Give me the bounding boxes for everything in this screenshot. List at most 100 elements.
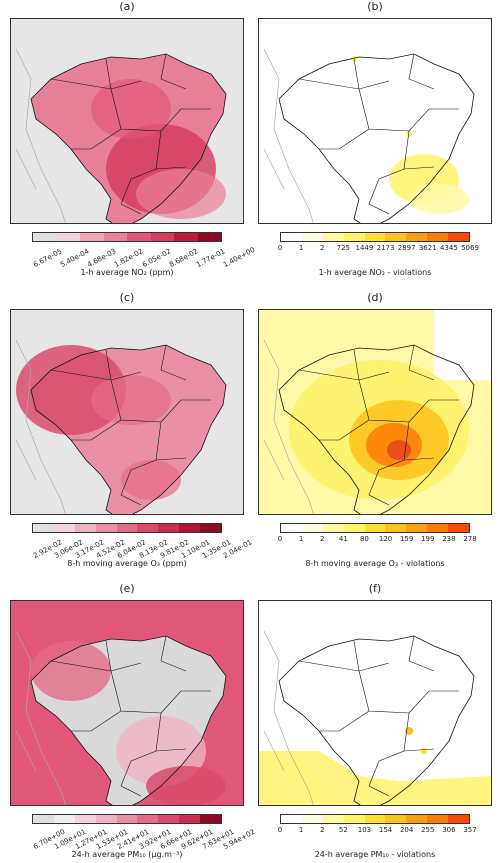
panel-b: (b) 0 1 2 725 1449 2173 2897 3621 4345 5069 1-h a… xyxy=(258,0,492,288)
colorbar-swatch xyxy=(448,524,470,532)
colorbar-swatch xyxy=(343,233,365,241)
colorbar-tick-label: 725 xyxy=(336,244,351,252)
colorbar-swatch xyxy=(158,815,180,823)
colorbar-tick-label: 2 xyxy=(319,535,325,543)
colorbar-tick-label: 3621 xyxy=(418,244,437,252)
colorbar-swatch xyxy=(301,233,323,241)
colorbar-swatch xyxy=(137,815,159,823)
colorbar-swatch xyxy=(33,524,54,532)
colorbar-ticks: 0 1 2 52 103 154 204 255 306 357 xyxy=(277,826,477,850)
colorbar-swatch xyxy=(385,815,407,823)
colorbar-tick-label: 120 xyxy=(378,535,393,543)
colorbar-tick-label: 2173 xyxy=(376,244,395,252)
colorbar-caption: 8-h moving average O₃ (ppm) xyxy=(67,559,187,568)
colorbar-swatch xyxy=(80,233,104,241)
colorbar xyxy=(280,814,470,824)
map-no2-average xyxy=(10,18,244,224)
colorbar-swatch xyxy=(406,815,428,823)
colorbar xyxy=(32,232,222,242)
colorbar-swatch xyxy=(364,233,386,241)
colorbar-tick-label: 1.82e-02 xyxy=(113,247,145,270)
panel-label: (e) xyxy=(119,582,135,595)
colorbar-tick-label: 1.77e-01 xyxy=(194,247,227,270)
colorbar-tick-label: 306 xyxy=(442,826,456,834)
colorbar-caption: 8-h moving average O₃ - violations xyxy=(305,559,445,568)
colorbar-tick-label: 8.68e-02 xyxy=(167,247,200,270)
colorbar-swatch xyxy=(385,524,407,532)
colorbar-tick-label: 1 xyxy=(298,535,304,543)
panel-label: (c) xyxy=(119,291,135,304)
colorbar-tick-label: 1 xyxy=(298,826,304,834)
colorbar-swatch xyxy=(137,524,159,532)
colorbar-tick-label: 0 xyxy=(277,826,283,834)
colorbar xyxy=(32,523,222,533)
colorbar-swatch xyxy=(427,524,449,532)
colorbar-ticks: 6.70e+00 1.09e+01 1.27e+01 1.53e+01 2.41e+01… xyxy=(32,826,256,851)
colorbar-swatch xyxy=(74,524,96,532)
colorbar-tick-label: 1 xyxy=(298,244,304,252)
colorbar xyxy=(280,232,470,242)
colorbar-tick-label: 1.40e+00 xyxy=(222,245,257,270)
colorbar-tick-label: 154 xyxy=(378,826,393,834)
colorbar-ticks: 2.92e-02 3.06e-02 3.17e-02 4.52e-02 6.04e-02… xyxy=(32,535,253,560)
colorbar-caption: 1-h average NO₂ (ppm) xyxy=(80,268,174,277)
panel-label: (d) xyxy=(367,291,383,304)
map-pm10-average xyxy=(10,600,244,806)
colorbar-tick-label: 2 xyxy=(319,244,325,252)
panel-f: (f) 0 1 2 52 103 154 204 255 306 357 24-h average… xyxy=(258,582,492,863)
colorbar-tick-label: 2897 xyxy=(397,244,416,252)
colorbar-swatch xyxy=(33,233,57,241)
colorbar-caption: 24-h average PM₁₀ - violations xyxy=(314,850,436,859)
colorbar-swatch xyxy=(364,524,386,532)
colorbar-swatch xyxy=(53,524,75,532)
colorbar-tick-label: 5069 xyxy=(461,244,479,252)
map-pm10-violations xyxy=(258,600,492,806)
colorbar-tick-label: 80 xyxy=(359,535,369,543)
colorbar-swatch xyxy=(322,233,344,241)
colorbar-swatch xyxy=(427,233,449,241)
colorbar-swatch xyxy=(197,233,221,241)
colorbar-swatch xyxy=(301,815,323,823)
colorbar-tick-label: 199 xyxy=(421,535,435,543)
colorbar-tick-label: 0 xyxy=(277,535,283,543)
colorbar-tick-label: 357 xyxy=(463,826,477,834)
colorbar-ticks: 0 1 2 41 80 120 159 199 238 278 xyxy=(277,535,477,559)
map-no2-violations xyxy=(258,18,492,224)
colorbar-swatch xyxy=(174,233,198,241)
colorbar-caption: 24-h average PM₁₀ (μg.m⁻³) xyxy=(71,850,183,859)
panel-label: (a) xyxy=(119,0,135,13)
colorbar-tick-label: 1449 xyxy=(355,244,374,252)
colorbar-swatch xyxy=(200,524,222,532)
colorbar-tick-label: 103 xyxy=(357,826,372,834)
colorbar-tick-label: 238 xyxy=(442,535,456,543)
colorbar-swatch xyxy=(427,815,449,823)
colorbar-tick-label: 6.67e-05 xyxy=(32,247,64,270)
colorbar-swatch xyxy=(364,815,386,823)
colorbar-ticks: 0 1 2 725 1449 2173 2897 3621 4345 5069 xyxy=(277,244,479,268)
map-o3-average xyxy=(10,309,244,515)
colorbar-swatch xyxy=(343,815,365,823)
colorbar-swatch xyxy=(322,524,344,532)
colorbar-swatch xyxy=(301,524,323,532)
colorbar-tick-label: 41 xyxy=(338,535,348,543)
colorbar-swatch xyxy=(95,524,117,532)
colorbar-swatch xyxy=(116,815,138,823)
colorbar xyxy=(280,523,470,533)
colorbar-swatch xyxy=(448,815,470,823)
colorbar-tick-label: 2 xyxy=(319,826,325,834)
colorbar-swatch xyxy=(385,233,407,241)
colorbar-tick-label: 4.68e-03 xyxy=(86,247,118,270)
colorbar-tick-label: 6.05e-02 xyxy=(140,247,172,270)
colorbar-swatch xyxy=(322,815,344,823)
colorbar xyxy=(32,814,222,824)
colorbar-swatch xyxy=(406,233,428,241)
colorbar-swatch xyxy=(95,815,117,823)
colorbar-tick-label: 5.40e-04 xyxy=(59,247,91,270)
colorbar-tick-label: 52 xyxy=(338,826,348,834)
colorbar-tick-label: 255 xyxy=(421,826,435,834)
colorbar-swatch xyxy=(127,233,151,241)
colorbar-swatch xyxy=(150,233,174,241)
colorbar-swatch xyxy=(74,815,96,823)
colorbar-swatch xyxy=(281,524,302,532)
colorbar-tick-label: 0 xyxy=(277,244,283,252)
